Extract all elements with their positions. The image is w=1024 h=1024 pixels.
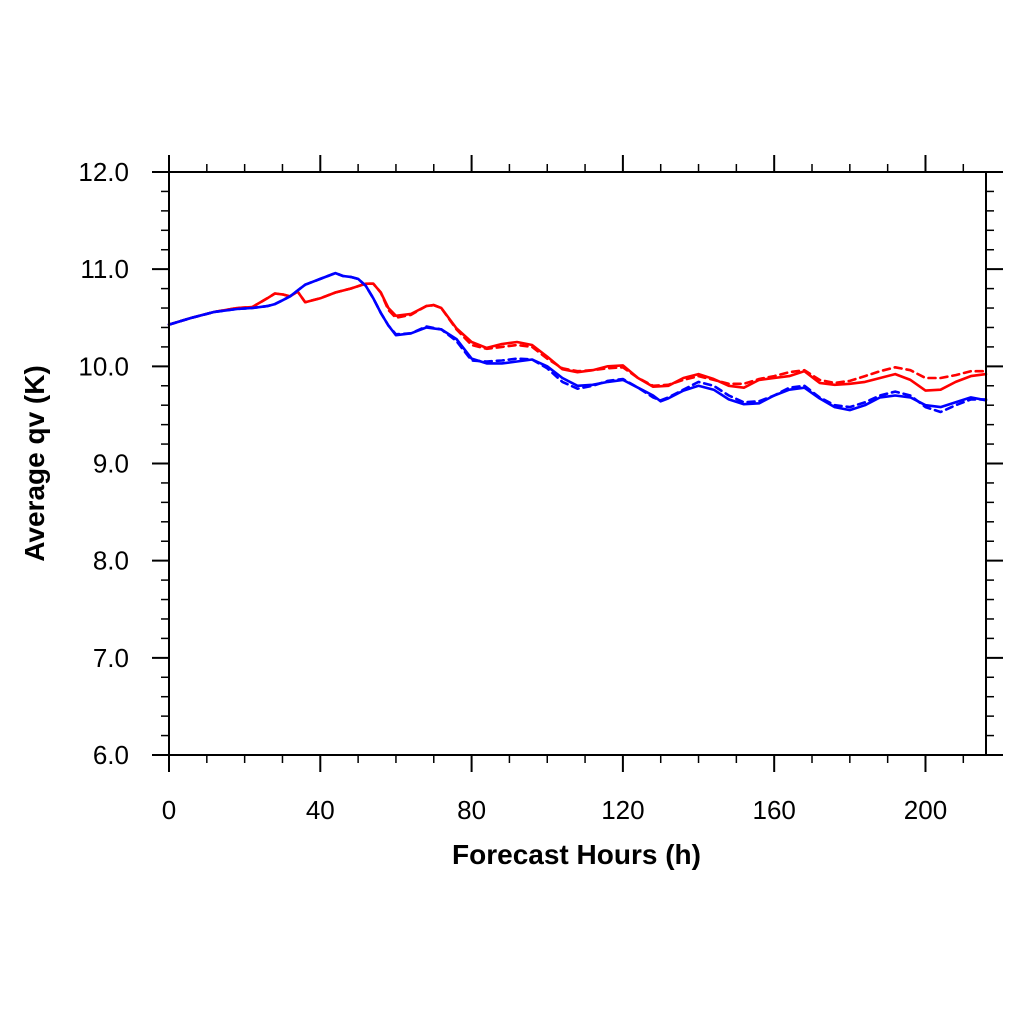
- series-line-red-solid: [167, 282, 988, 392]
- y-tick-label: 9.0: [93, 449, 129, 479]
- tick-layer: [152, 155, 1003, 772]
- y-tick-label: 11.0: [80, 254, 129, 284]
- series-layer: [167, 271, 988, 414]
- x-tick-label: 160: [752, 795, 795, 825]
- y-tick-label: 7.0: [93, 643, 129, 673]
- x-axis-title: Forecast Hours (h): [452, 839, 701, 870]
- x-tick-label: 0: [162, 795, 176, 825]
- y-tick-label: 12.0: [78, 157, 129, 187]
- series-line-blue-dashed: [167, 271, 988, 414]
- x-tick-label: 200: [904, 795, 947, 825]
- x-tick-label: 40: [306, 795, 335, 825]
- label-layer: 6.0 7.0 8.0 9.0 10.0 11.0 12.0 0 40 80 120 160 200: [78, 157, 947, 825]
- y-tick-label: 8.0: [93, 546, 129, 576]
- series-line-red-dashed: [167, 282, 988, 388]
- x-tick-label: 120: [601, 795, 644, 825]
- y-tick-label: 6.0: [93, 740, 129, 770]
- y-axis-title: Average qv (K): [19, 365, 50, 562]
- y-tick-label: 10.0: [78, 351, 129, 381]
- x-tick-label: 80: [457, 795, 486, 825]
- plot-frame: [168, 171, 987, 756]
